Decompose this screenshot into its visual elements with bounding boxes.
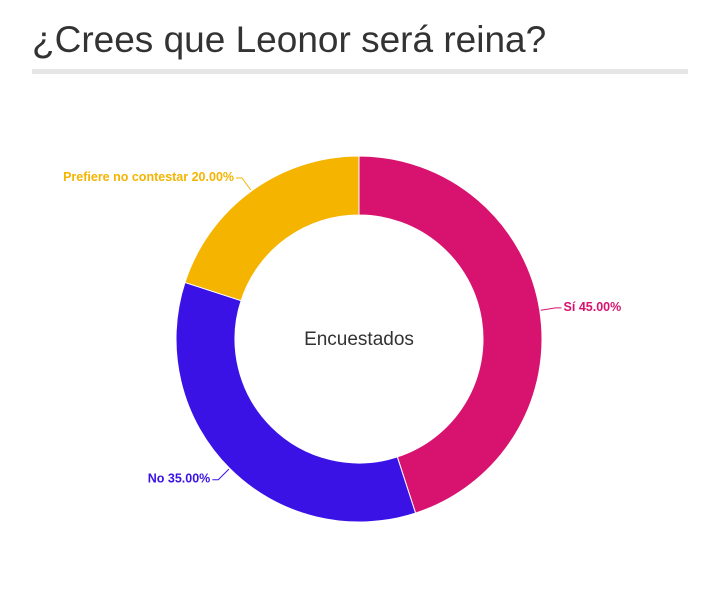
- slice-value: 20.00%: [192, 170, 234, 184]
- leader-line: [236, 177, 252, 191]
- donut-slice: [358, 155, 543, 514]
- center-label: Encuestados: [304, 329, 414, 350]
- slice-label: Sí 45.00%: [564, 300, 622, 314]
- donut-slice: [175, 281, 417, 523]
- title-underline: [32, 69, 688, 74]
- chart-title: ¿Crees que Leonor será reina?: [32, 19, 546, 60]
- slice-label: No 35.00%: [148, 472, 211, 486]
- slice-name: Sí: [564, 300, 576, 314]
- slice-value: 45.00%: [579, 300, 621, 314]
- leader-line: [540, 307, 562, 311]
- slice-name: No: [148, 472, 165, 486]
- slice-name: Prefiere no contestar: [63, 170, 188, 184]
- slice-label: Prefiere no contestar 20.00%: [63, 170, 234, 184]
- donut-slice: [184, 155, 360, 302]
- leader-line: [212, 468, 230, 481]
- slice-value: 35.00%: [168, 472, 210, 486]
